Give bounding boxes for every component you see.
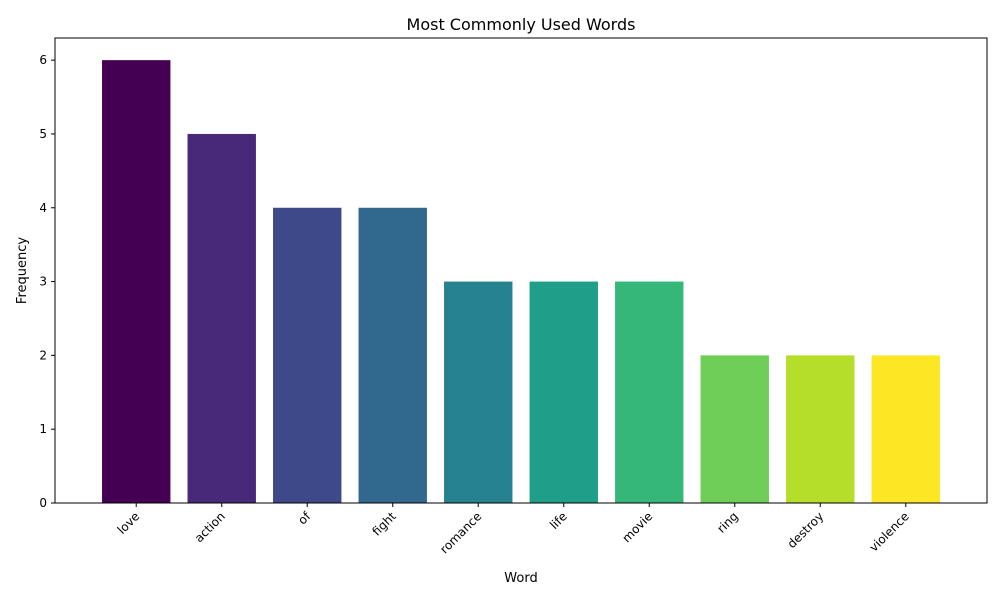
y-tick-label: 6 — [39, 53, 47, 67]
y-axis-label: Frequency — [15, 237, 30, 304]
bar-life — [529, 281, 598, 503]
plot-frame — [54, 37, 988, 504]
bar-romance — [444, 281, 513, 503]
y-tick-label: 2 — [39, 348, 47, 362]
chart-title: Most Commonly Used Words — [407, 15, 636, 34]
bar-violence — [871, 355, 940, 503]
bar-destroy — [786, 355, 855, 503]
y-tick-label: 3 — [39, 275, 47, 289]
bar-fight — [358, 207, 427, 503]
y-tick-label: 4 — [39, 201, 47, 215]
y-axis-ticks: 0 1 2 3 4 5 6 — [39, 53, 55, 510]
bars-layer — [102, 60, 940, 504]
bar-of — [273, 207, 342, 503]
bar-ring — [700, 355, 769, 503]
y-tick-label: 1 — [39, 422, 47, 436]
bar-love — [102, 60, 171, 504]
y-tick-label: 5 — [39, 127, 47, 141]
y-tick-label: 0 — [39, 496, 47, 510]
x-axis-label: Word — [504, 571, 537, 586]
bar-action — [187, 133, 256, 503]
bar-movie — [615, 281, 684, 503]
